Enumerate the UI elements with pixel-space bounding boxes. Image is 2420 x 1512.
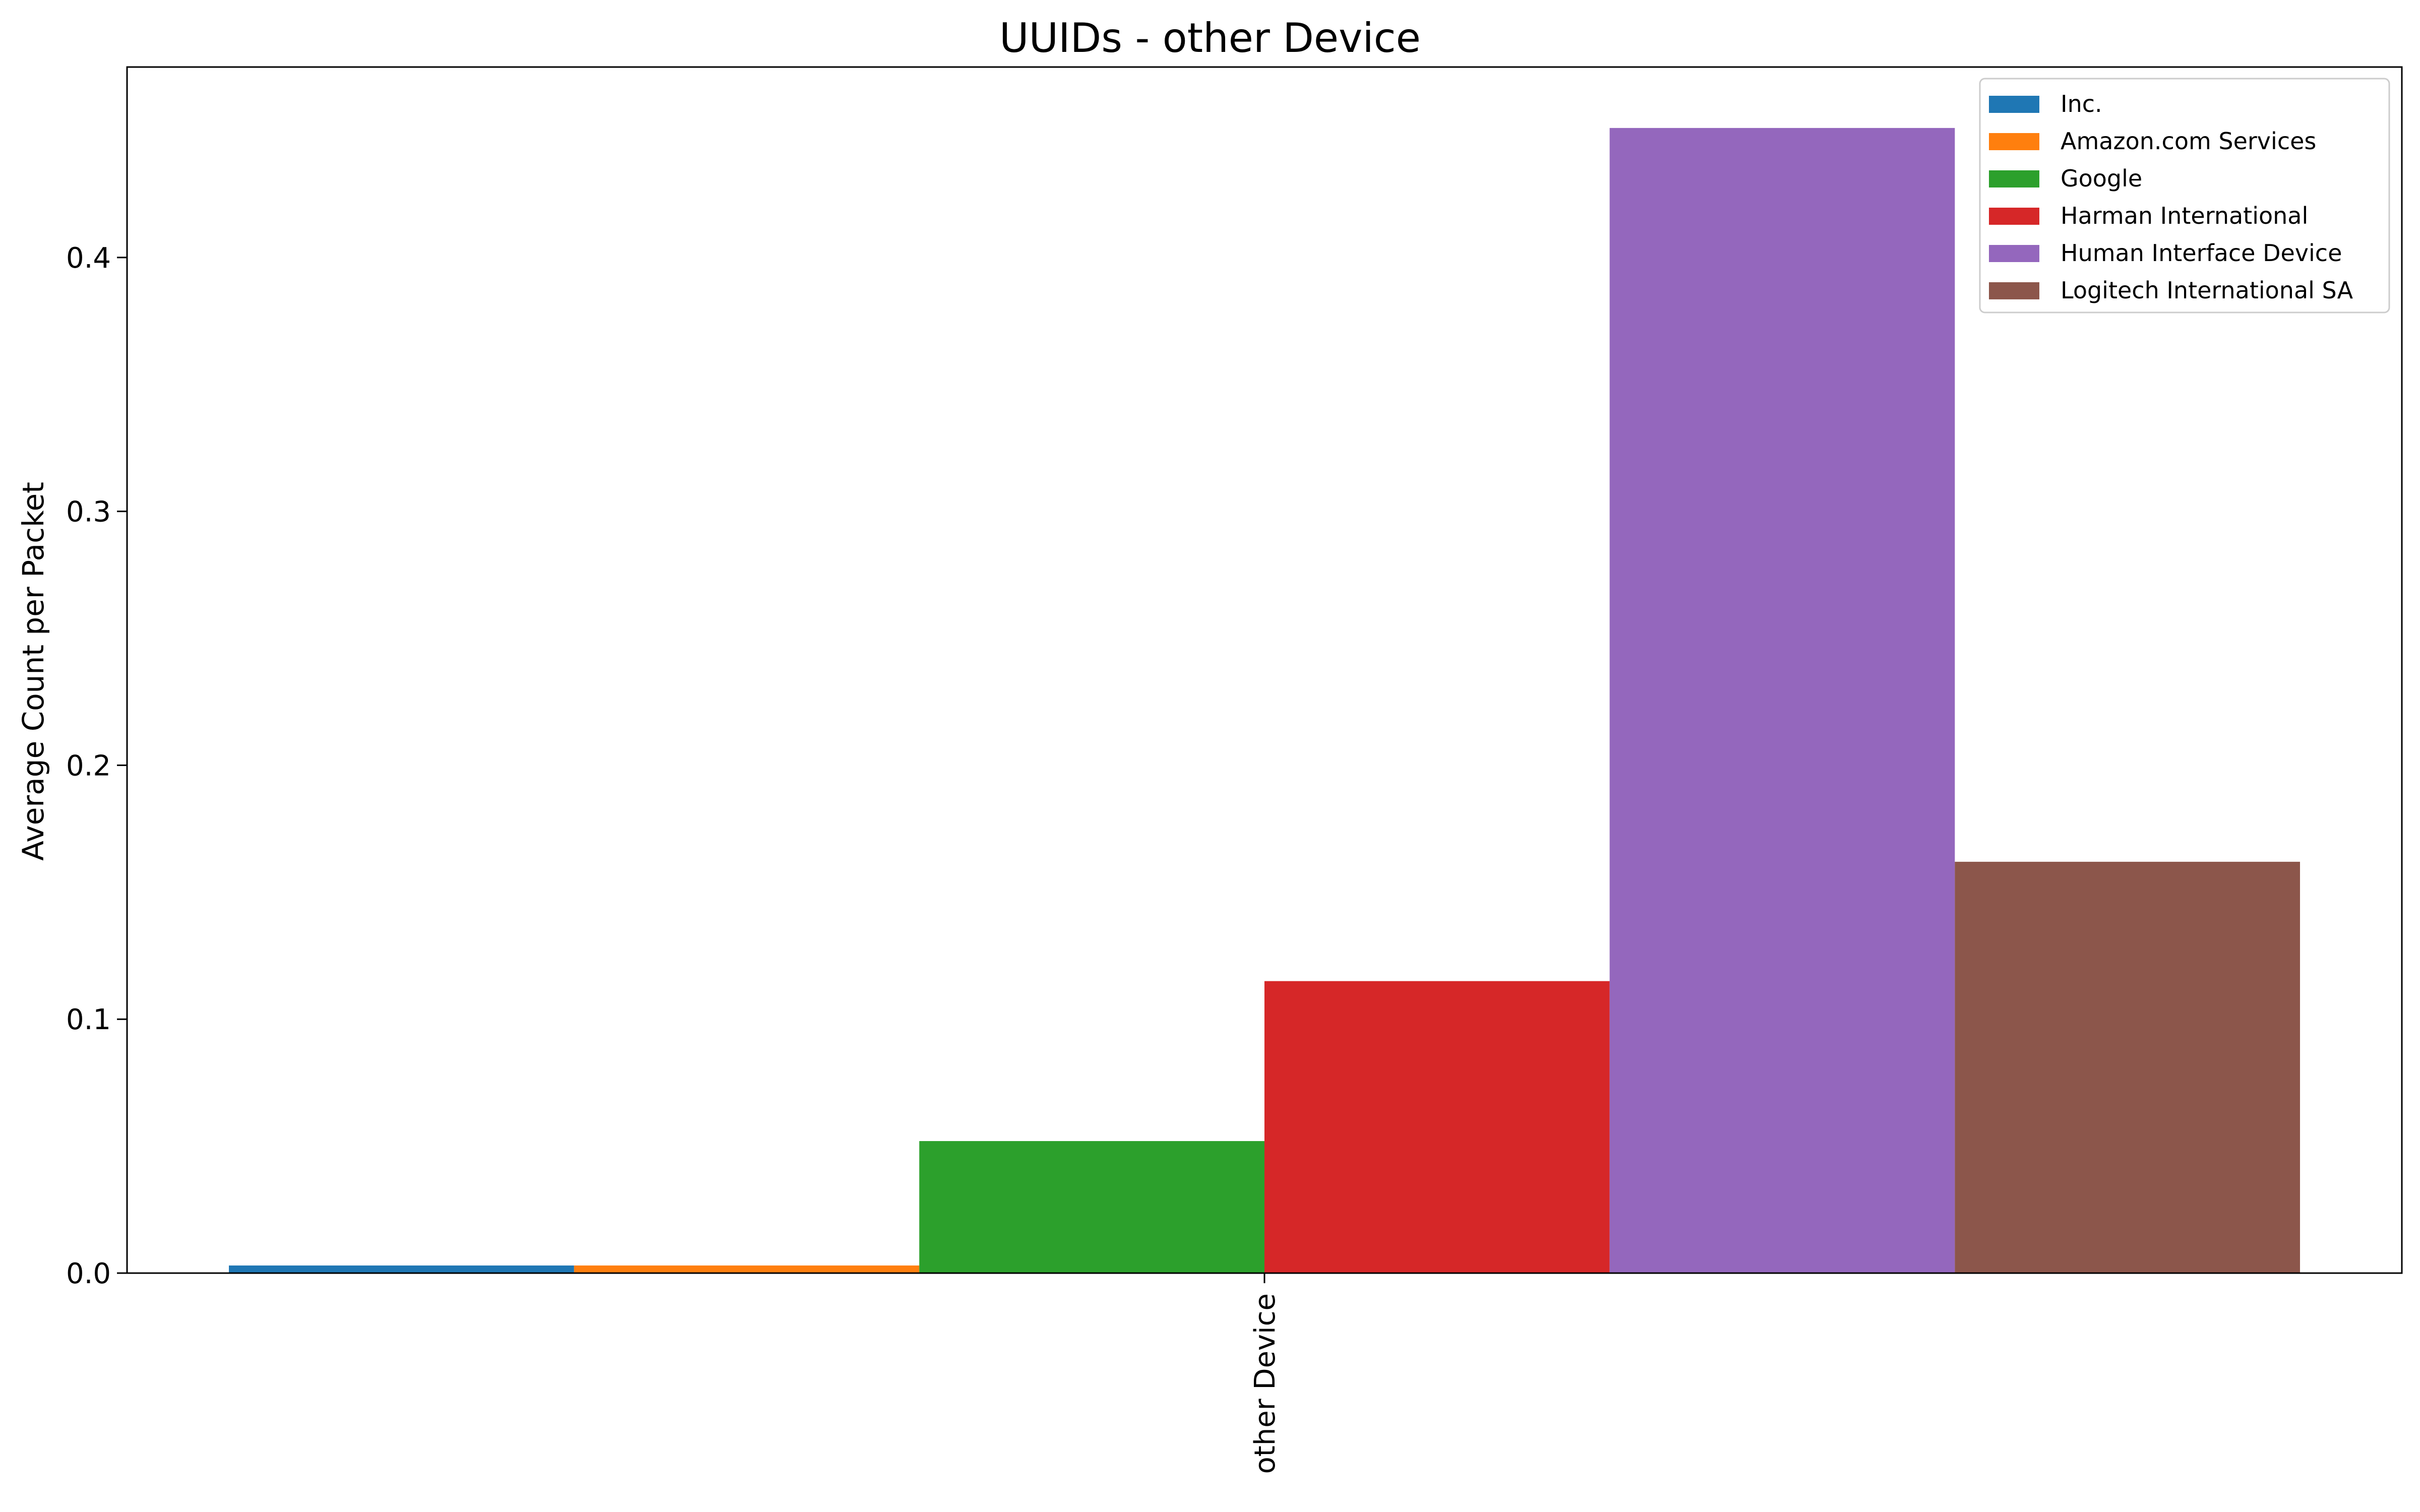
- legend-label: Amazon.com Services: [2061, 128, 2316, 155]
- y-tick-label: 0.1: [66, 1003, 111, 1036]
- y-tick-label: 0.2: [66, 749, 111, 782]
- bar-inc-: [229, 1265, 574, 1273]
- legend: Inc. Amazon.com Services Google Harman Inte…: [1979, 78, 2390, 313]
- legend-swatch: [1989, 170, 2039, 187]
- y-axis-label: Average Count per Packet: [16, 482, 50, 861]
- plot-frame: [126, 66, 2403, 1274]
- x-axis: other Device: [1249, 1273, 1282, 1474]
- bar-harman-international: [1264, 981, 1610, 1273]
- legend-swatch: [1989, 245, 2039, 262]
- legend-label: Google: [2061, 165, 2142, 192]
- bar-logitech-international-sa: [1955, 861, 2300, 1273]
- legend-swatch: [1989, 208, 2039, 225]
- legend-label: Harman International: [2061, 202, 2308, 229]
- chart-title: UUIDs - other Device: [999, 15, 1421, 61]
- legend-swatch: [1989, 133, 2039, 150]
- legend-label: Logitech International SA: [2061, 277, 2353, 304]
- bars-group: [229, 128, 2300, 1274]
- bar-human-interface-device: [1609, 128, 1955, 1274]
- legend-label: Human Interface Device: [2061, 239, 2342, 267]
- legend-box: [1979, 78, 2390, 313]
- legend-label: Inc.: [2061, 90, 2102, 117]
- y-tick-label: 0.0: [66, 1257, 111, 1290]
- legend-swatch: [1989, 282, 2039, 299]
- x-tick-label: other Device: [1249, 1293, 1282, 1474]
- bar-amazon-com-services: [574, 1265, 920, 1273]
- legend-swatch: [1989, 96, 2039, 113]
- y-tick-label: 0.4: [66, 242, 111, 275]
- y-tick-label: 0.3: [66, 496, 111, 529]
- bar-google: [919, 1141, 1264, 1273]
- y-axis: 0.0 0.1 0.2 0.3 0.4: [66, 242, 127, 1290]
